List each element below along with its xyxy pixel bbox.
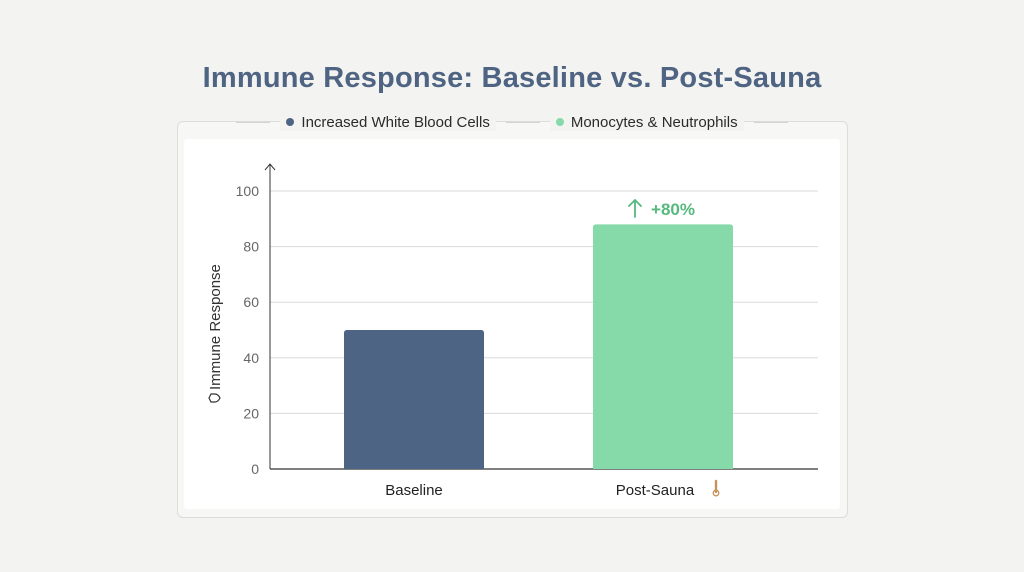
y-axis-arrow-icon (264, 163, 276, 171)
y-tick-label: 100 (236, 183, 260, 199)
bar-post-sauna (593, 224, 733, 469)
chart-title: Immune Response: Baseline vs. Post-Sauna (202, 62, 822, 94)
shield-icon (208, 393, 221, 403)
legend-label: Monocytes & Neutrophils (570, 113, 738, 131)
legend-divider-middle (505, 121, 540, 123)
bar-baseline (344, 330, 484, 469)
legend-divider-left (236, 121, 271, 123)
legend-item-post-sauna: Monocytes & Neutrophils (549, 113, 744, 131)
y-tick-label: 40 (243, 350, 259, 366)
bar-annotation: +80% (651, 200, 695, 219)
up-arrow-icon (628, 198, 642, 218)
legend-divider-right (753, 121, 788, 123)
y-tick-label: 60 (243, 294, 259, 310)
x-tick-label: Post-Sauna (616, 482, 695, 499)
y-axis-label: Immune Response (207, 264, 224, 390)
x-tick-label: Baseline (385, 482, 443, 499)
legend-label: Increased White Blood Cells (301, 113, 490, 131)
legend-item-baseline: Increased White Blood Cells (280, 113, 496, 131)
y-tick-label: 20 (243, 405, 259, 421)
legend-swatch (555, 118, 564, 126)
legend-swatch (286, 118, 295, 126)
thermometer-bulb (712, 489, 720, 497)
y-tick-label: 80 (243, 239, 259, 255)
y-tick-label: 0 (251, 461, 259, 477)
legend: Increased White Blood Cells Monocytes & … (0, 111, 1024, 133)
